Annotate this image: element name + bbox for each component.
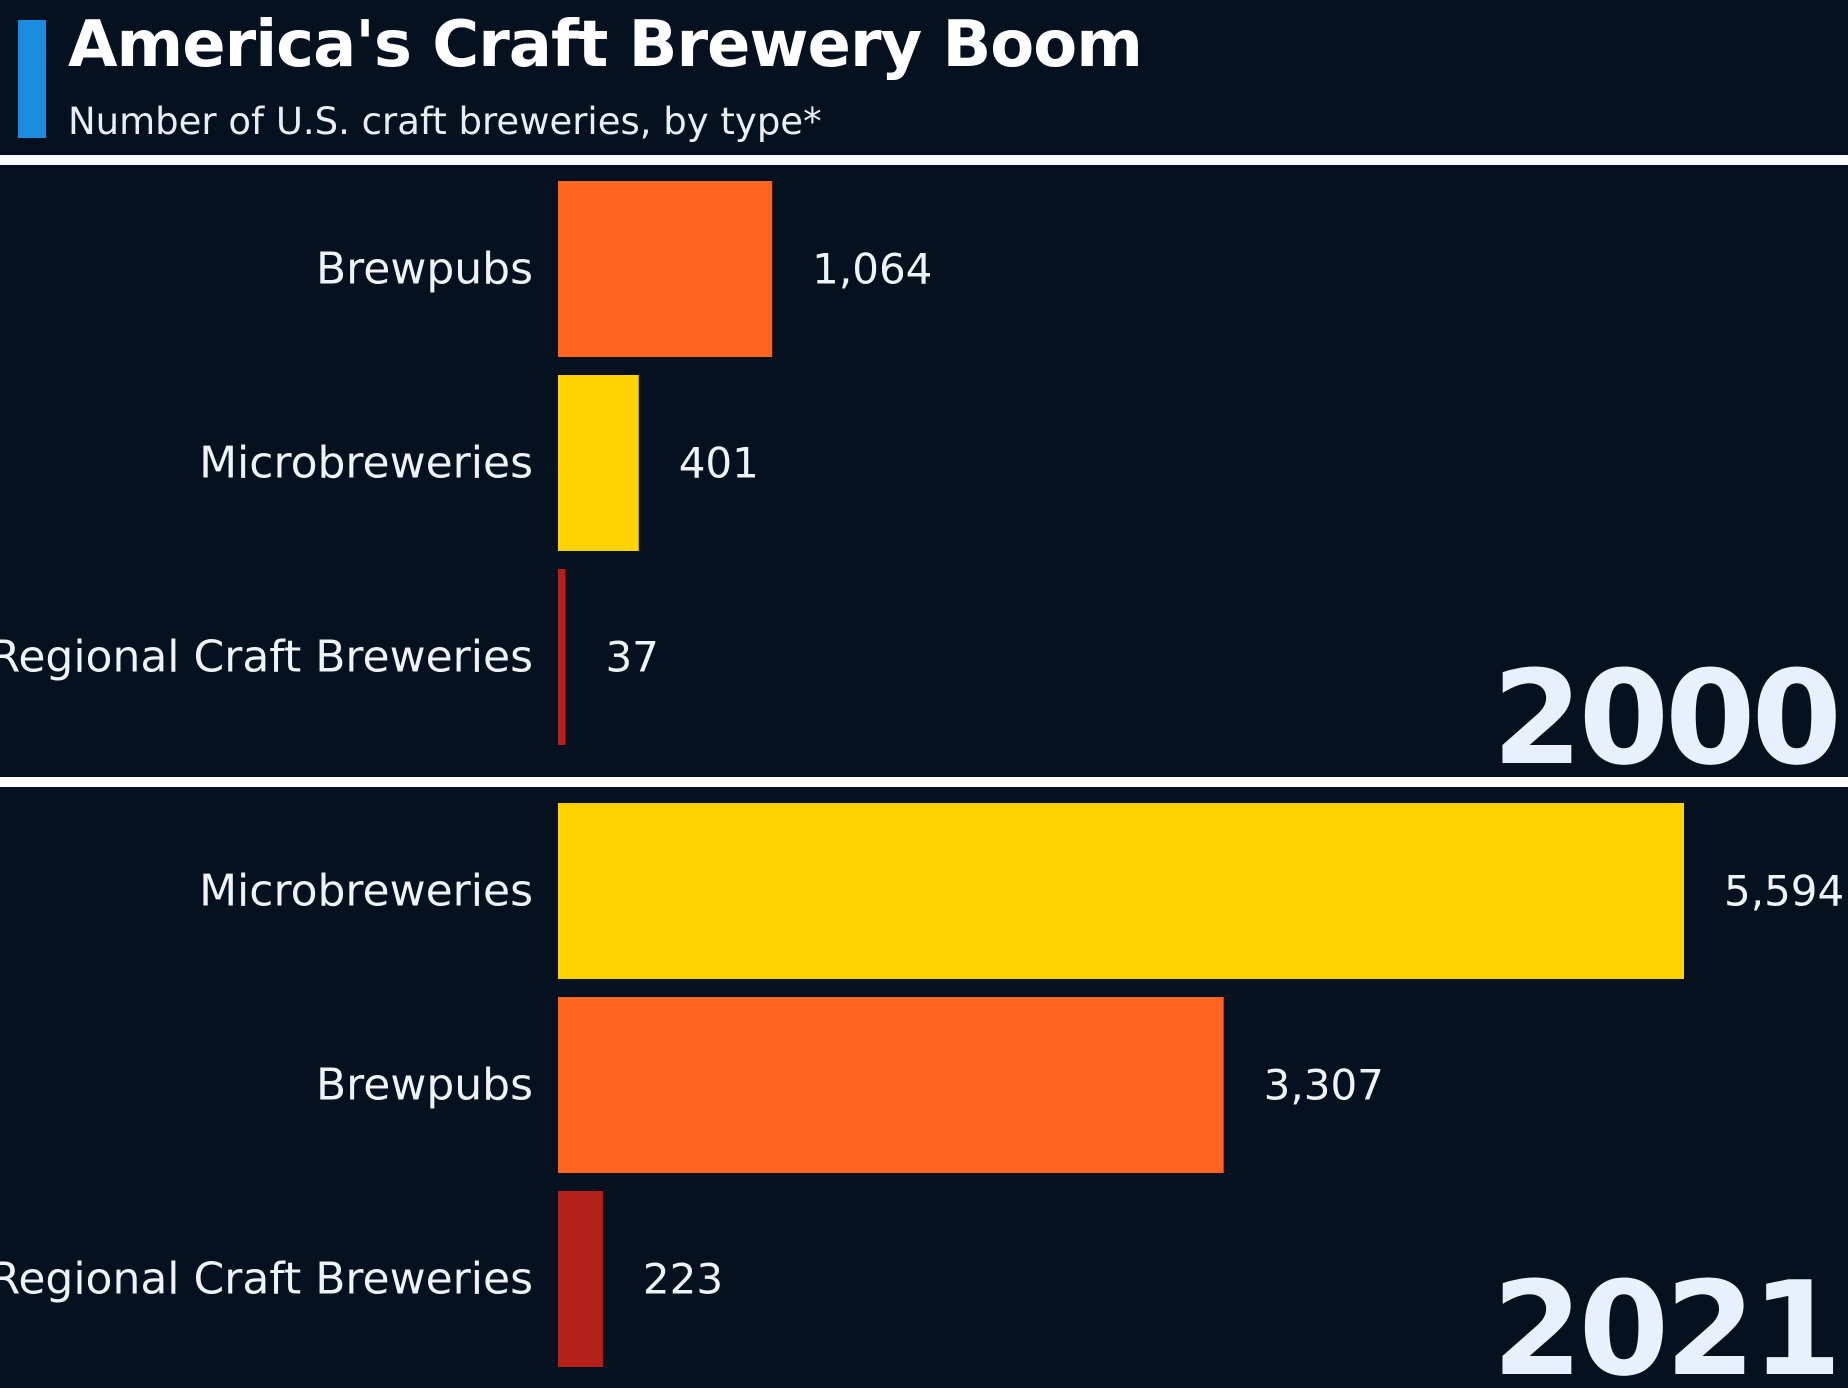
bar-regional-craft-breweries-2021: [558, 1191, 603, 1367]
category-label-brewpubs-2000: Brewpubs: [316, 244, 533, 295]
category-label-microbreweries-2000: Microbreweries: [199, 438, 533, 489]
bar-microbreweries-2021: [558, 803, 1684, 979]
chart-subtitle: Number of U.S. craft breweries, by type*: [68, 100, 822, 143]
category-label-regional-craft-breweries-2021: Regional Craft Breweries: [0, 1254, 533, 1305]
category-label-brewpubs-2021: Brewpubs: [316, 1060, 533, 1111]
panel-divider-top: [0, 155, 1848, 165]
chart-header: America's Craft Brewery Boom Number of U…: [0, 0, 1848, 155]
value-label-brewpubs-2000: 1,064: [812, 245, 932, 294]
bar-brewpubs-2021: [558, 997, 1224, 1173]
category-label-regional-craft-breweries-2000: Regional Craft Breweries: [0, 632, 533, 683]
value-label-regional-craft-breweries-2021: 223: [643, 1255, 723, 1304]
title-accent-bar: [18, 20, 46, 138]
panel-divider-middle: [0, 777, 1848, 787]
chart-title: America's Craft Brewery Boom: [68, 8, 1143, 82]
bar-panel-2021: Microbreweries 5,594 Brewpubs 3,307 Regional…: [0, 803, 1844, 1388]
value-label-microbreweries-2000: 401: [679, 439, 759, 488]
category-label-microbreweries-2021: Microbreweries: [199, 866, 533, 917]
value-label-microbreweries-2021: 5,594: [1724, 867, 1844, 916]
bar-regional-craft-breweries-2000: [558, 569, 566, 745]
value-label-regional-craft-breweries-2000: 37: [605, 633, 658, 682]
value-label-brewpubs-2021: 3,307: [1264, 1061, 1384, 1110]
year-label-2021: 2021: [1492, 1253, 1838, 1388]
bar-brewpubs-2000: [558, 181, 773, 357]
year-label-2000: 2000: [1492, 642, 1838, 777]
bar-panel-2000: Brewpubs 1,064 Microbreweries 401 Regional C…: [0, 181, 1842, 777]
bar-microbreweries-2000: [558, 375, 639, 551]
